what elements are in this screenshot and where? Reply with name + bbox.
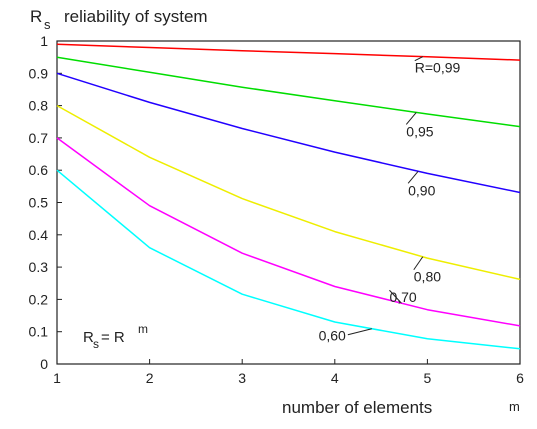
label-leader [405, 112, 417, 125]
series-line-4 [56, 137, 521, 327]
chart-title: R s reliability of system [30, 7, 208, 32]
x-axis-label: number of elements [282, 398, 432, 417]
label-leader [413, 256, 424, 271]
series-label: 0,90 [408, 182, 435, 198]
series-labels: R=0,99 0,95 0,90 0,80 0,70 0,60 [319, 56, 461, 344]
series-line-2 [56, 72, 521, 194]
title-text: reliability of system [64, 7, 208, 26]
y-tick-label: 0 [40, 356, 48, 372]
series-line-1 [56, 56, 521, 128]
y-tick-label: 0.8 [29, 98, 49, 114]
y-tick-label: 0.9 [29, 65, 49, 81]
y-tick-label: 0.4 [29, 227, 49, 243]
label-leader [389, 289, 402, 304]
series-label: 0,95 [406, 123, 433, 139]
label-leader [347, 328, 372, 336]
x-tick-label: 5 [424, 370, 432, 386]
formula-subscript: s [93, 337, 99, 351]
series-line-0 [56, 43, 521, 61]
x-tick-label: 1 [53, 370, 61, 386]
x-tick-label: 6 [516, 370, 524, 386]
y-symbol-subscript: s [44, 17, 51, 32]
y-tick-label: 0.2 [29, 291, 49, 307]
y-tick-label: 0.3 [29, 259, 49, 275]
x-tick-label: 2 [146, 370, 154, 386]
formula-lhs: R [83, 329, 94, 346]
plot-frame [56, 40, 521, 365]
y-symbol: R [30, 7, 42, 26]
series-line-5 [56, 169, 521, 350]
x-axis-ticks: 1 2 3 4 5 6 [53, 359, 524, 386]
x-tick-label: 4 [331, 370, 339, 386]
series-line-3 [56, 104, 521, 281]
y-tick-label: 0.1 [29, 324, 49, 340]
series-label: 0,80 [414, 269, 441, 285]
x-axis-unit: m [509, 399, 520, 414]
series-lines [56, 43, 521, 350]
label-leader [407, 170, 419, 184]
series-label: 0,70 [389, 289, 416, 305]
x-tick-label: 3 [238, 370, 246, 386]
series-label: R=0,99 [415, 60, 461, 76]
formula-rhs: = R [101, 329, 125, 346]
y-tick-label: 1 [40, 33, 48, 49]
formula-exponent: m [138, 322, 148, 336]
y-tick-label: 0.7 [29, 130, 49, 146]
series-label: 0,60 [319, 328, 346, 344]
y-tick-label: 0.6 [29, 162, 49, 178]
label-leader [414, 56, 423, 62]
formula: R s = R m [83, 322, 148, 351]
y-tick-label: 0.5 [29, 195, 49, 211]
